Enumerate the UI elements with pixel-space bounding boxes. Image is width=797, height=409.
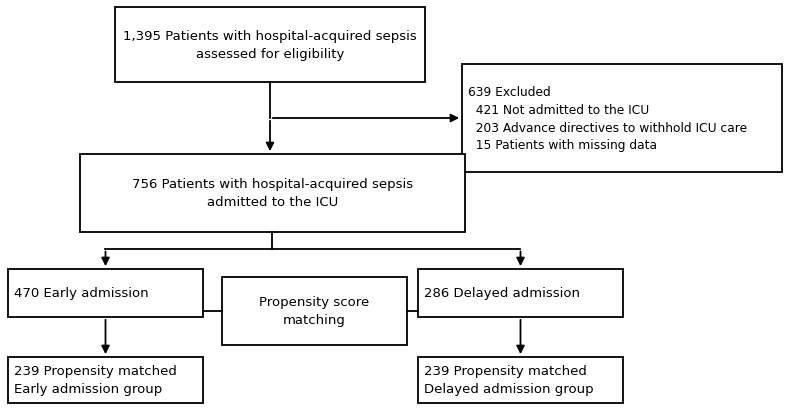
- Text: 639 Excluded
  421 Not admitted to the ICU
  203 Advance directives to withhold : 639 Excluded 421 Not admitted to the ICU…: [468, 85, 747, 152]
- Text: 470 Early admission: 470 Early admission: [14, 287, 148, 300]
- Bar: [8, 270, 203, 317]
- Bar: [462, 65, 782, 173]
- Text: 756 Patients with hospital-acquired sepsis
admitted to the ICU: 756 Patients with hospital-acquired seps…: [132, 178, 413, 209]
- Bar: [418, 357, 623, 403]
- Text: Propensity score
matching: Propensity score matching: [259, 296, 370, 327]
- Bar: [115, 8, 425, 83]
- Text: 239 Propensity matched
Delayed admission group: 239 Propensity matched Delayed admission…: [424, 364, 594, 396]
- Text: 1,395 Patients with hospital-acquired sepsis
assessed for eligibility: 1,395 Patients with hospital-acquired se…: [123, 30, 417, 61]
- Bar: [80, 155, 465, 232]
- Bar: [222, 277, 407, 345]
- Bar: [418, 270, 623, 317]
- Text: 239 Propensity matched
Early admission group: 239 Propensity matched Early admission g…: [14, 364, 177, 396]
- Bar: [8, 357, 203, 403]
- Text: 286 Delayed admission: 286 Delayed admission: [424, 287, 580, 300]
